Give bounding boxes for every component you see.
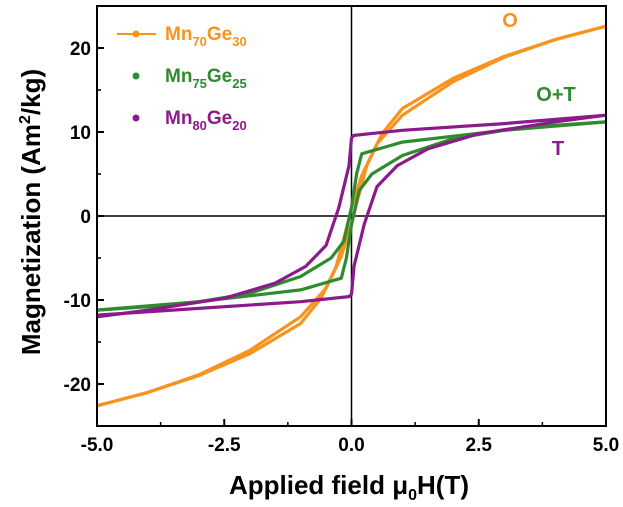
legend-marker (132, 114, 140, 122)
legend-sub1: 75 (192, 76, 206, 91)
x-axis-title-mu: μ (392, 470, 408, 500)
legend-sub2: 30 (232, 34, 246, 49)
legend-label: Mn80Ge20 (165, 108, 247, 133)
legend-item-Mn75Ge25: Mn75Ge25 (132, 66, 247, 91)
legend-item-Mn70Ge30: Mn70Ge30 (117, 24, 247, 49)
zero-lines (97, 6, 606, 426)
legend-label: Mn70Ge30 (165, 24, 247, 49)
x-axis-title-sub: 0 (408, 487, 417, 504)
y-tick-label: -20 (64, 375, 91, 396)
x-tick-label: 2.5 (466, 435, 493, 456)
annotation-O+T: O+T (536, 84, 575, 106)
series-layer (96, 24, 607, 408)
legend-marker (132, 30, 140, 38)
legend-base1: Mn (165, 108, 192, 129)
y-axis-title-prefix: Magnetization (Am (16, 124, 46, 355)
x-tick-label: 5.0 (593, 435, 619, 456)
y-tick-label: 0 (80, 207, 91, 228)
annotation-O: O (502, 10, 518, 32)
Mn80Ge20-upper-branch (96, 113, 607, 317)
y-tick-label: 20 (70, 39, 91, 60)
legend-label: Mn75Ge25 (165, 66, 247, 91)
y-axis-title-suffix: /kg) (16, 69, 46, 115)
legend-base2: Ge (207, 66, 232, 87)
Mn80Ge20-lower-branch (96, 113, 607, 319)
x-tick-label: -5.0 (81, 435, 114, 456)
legend-base1: Mn (165, 66, 192, 87)
annotation-T: T (552, 138, 564, 160)
y-axis-title-sup: 2 (17, 115, 34, 124)
x-axis-title: Applied field μ0H(T) (229, 470, 469, 504)
legend-marker (132, 72, 140, 80)
legend-base2: Ge (207, 108, 232, 129)
legend-sub1: 80 (192, 118, 206, 133)
y-axis-title: Magnetization (Am2/kg) (16, 69, 46, 355)
y-tick-label: 10 (70, 123, 91, 144)
tick-layer: -5.0 -2.5 0.0 2.5 5.0 -20 -10 0 10 20 (64, 5, 619, 456)
legend-item-Mn80Ge20: Mn80Ge20 (132, 108, 247, 133)
legend-base2: Ge (207, 24, 232, 45)
y-tick-label: -10 (64, 291, 91, 312)
legend-sub2: 25 (232, 76, 246, 91)
x-axis-title-suffix: H(T) (417, 470, 469, 500)
legend-sub2: 20 (232, 118, 246, 133)
annotations: O O+T T (502, 10, 576, 160)
legend-sub1: 70 (192, 34, 206, 49)
x-tick-label: 0.0 (338, 435, 364, 456)
x-axis-title-prefix: Applied field (229, 470, 392, 500)
series-Mn80Ge20 (96, 113, 607, 319)
legend-base1: Mn (165, 24, 192, 45)
x-tick-label: -2.5 (208, 435, 241, 456)
